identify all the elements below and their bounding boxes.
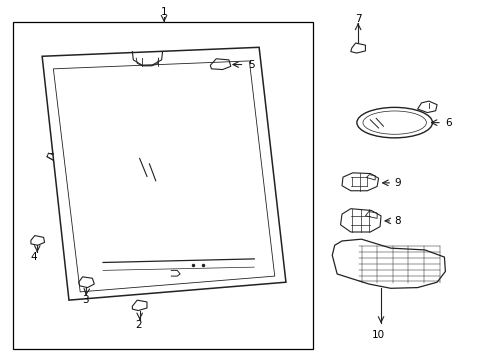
Text: 7: 7: [354, 14, 361, 24]
Text: 9: 9: [394, 178, 401, 188]
Text: 3: 3: [81, 295, 88, 305]
Bar: [13, 22, 312, 348]
Text: 10: 10: [371, 330, 385, 340]
Text: 8: 8: [394, 216, 401, 226]
Text: 5: 5: [248, 59, 255, 69]
Text: 6: 6: [445, 118, 451, 128]
Text: 2: 2: [135, 320, 142, 329]
Text: 1: 1: [161, 7, 167, 17]
Text: 4: 4: [30, 252, 37, 262]
